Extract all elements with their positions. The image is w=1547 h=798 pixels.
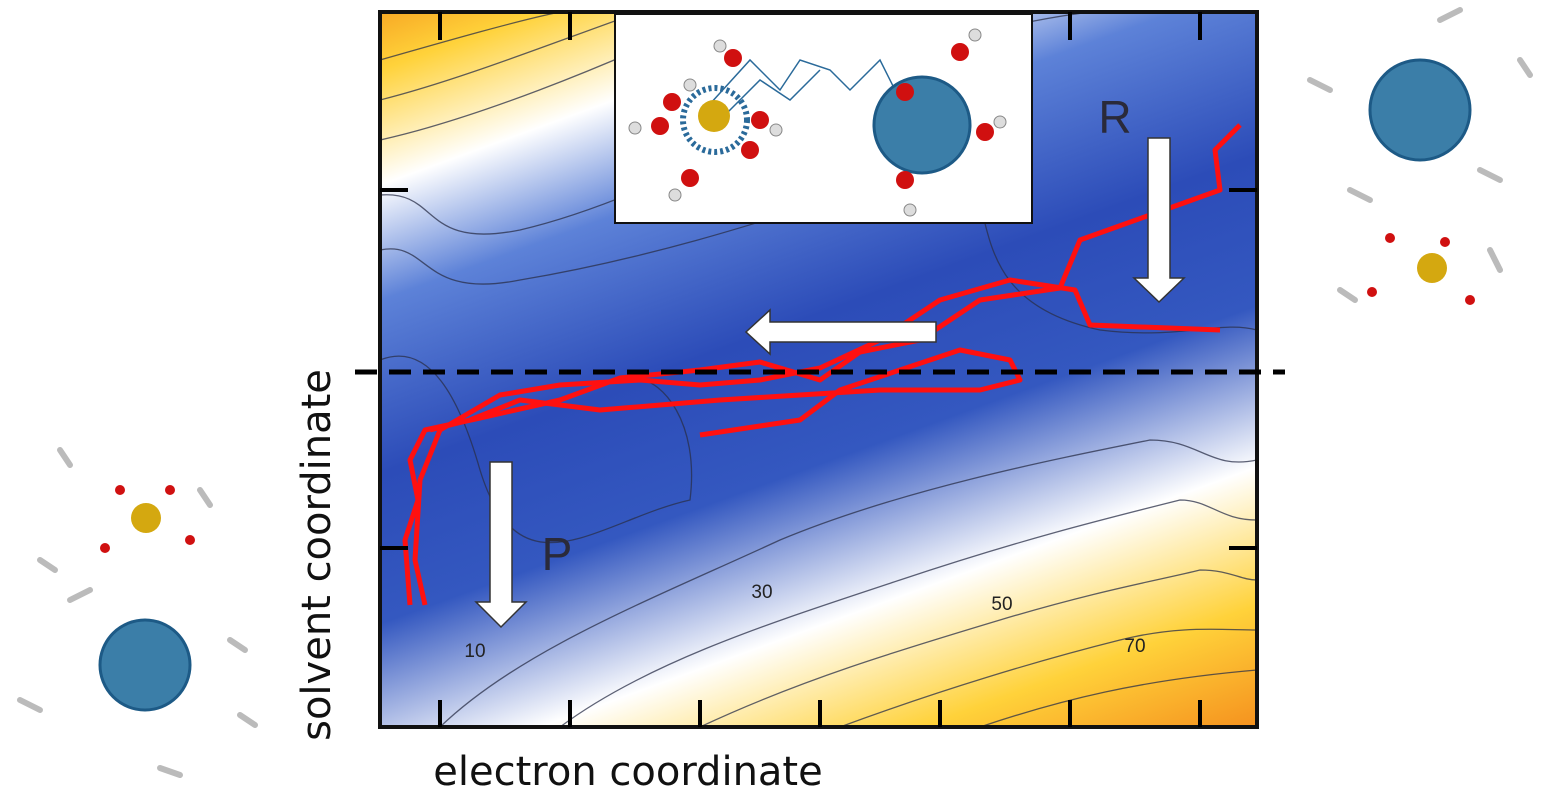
molecule-right [1310, 10, 1530, 305]
y-axis-label: solvent coordinate [294, 369, 340, 741]
region-label: R [1098, 91, 1131, 143]
contour-label: 10 [464, 641, 485, 662]
molecule-left [20, 450, 255, 775]
contour-label: 70 [1124, 636, 1145, 657]
inset [615, 14, 1032, 223]
region-label: P [542, 528, 573, 580]
contour-label: 50 [991, 594, 1012, 615]
x-axis-label: electron coordinate [433, 749, 822, 795]
contour-label: 30 [751, 582, 772, 603]
figure: R P 10 30 50 70 electron coordinate solv… [0, 0, 1547, 798]
